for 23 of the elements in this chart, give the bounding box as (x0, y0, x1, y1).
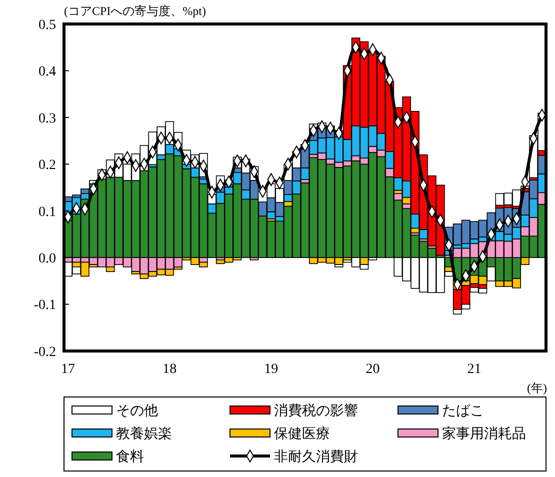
chart-title: (コアCPIへの寄与度、%pt) (64, 4, 206, 18)
y-tick-label: 0.5 (38, 18, 56, 33)
x-tick-label: 19 (264, 362, 278, 377)
y-tick-label: 0.2 (38, 158, 56, 174)
legend-label: 非耐久消費財 (274, 448, 358, 465)
y-tick-label: 0.0 (38, 251, 56, 266)
legend-label: 食料 (116, 448, 144, 465)
x-tick-label: 17 (61, 362, 76, 377)
y-tick-label: -0.1 (34, 298, 56, 314)
y-tick-label: 0.1 (38, 204, 56, 220)
legend-label: その他 (116, 402, 158, 419)
y-tick-label: -0.2 (34, 344, 56, 360)
text: (年) (527, 381, 547, 395)
legend-label: 教養娯楽 (116, 426, 172, 442)
legend-label: 保健医療 (274, 426, 330, 442)
x-tick-label: 18 (162, 362, 177, 377)
legend-label: 家事用消耗品 (442, 426, 526, 442)
x-tick-label: 20 (366, 362, 380, 377)
x-tick-label: 21 (467, 362, 482, 377)
legend-label: 消費税の影響 (274, 402, 358, 419)
y-tick-label: 0.4 (38, 64, 56, 80)
y-tick-label: 0.3 (38, 111, 56, 126)
legend-label: たばこ (442, 404, 484, 419)
